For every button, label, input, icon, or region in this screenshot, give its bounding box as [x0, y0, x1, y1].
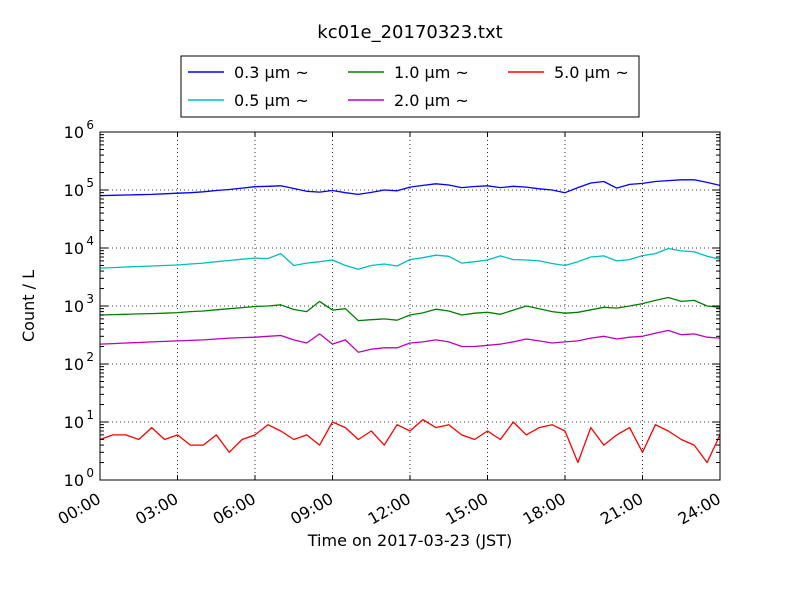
- y-tick-exponent: 4: [86, 234, 94, 248]
- x-tick-label: 18:00: [520, 489, 569, 529]
- legend-label-0: 0.3 μm ~: [234, 63, 309, 82]
- y-tick-exponent: 0: [86, 466, 94, 480]
- series-layer: [100, 179, 720, 464]
- x-tick-label: 12:00: [365, 489, 414, 529]
- y-tick-base: 10: [64, 181, 84, 200]
- y-tick-base: 10: [64, 355, 84, 374]
- series-line-3: [100, 329, 720, 353]
- x-tick-label: 21:00: [597, 489, 646, 529]
- x-tick-label: 24:00: [675, 489, 724, 529]
- x-tick-label: 15:00: [442, 489, 491, 529]
- y-tick-base: 10: [64, 413, 84, 432]
- grid-layer: [100, 132, 720, 480]
- y-tick-base: 10: [64, 239, 84, 258]
- legend: 0.3 μm ~ 1.0 μm ~ 5.0 μm ~ 0.5 μm ~ 2.0 μm ~: [180, 55, 640, 118]
- y-tick-label: 10: [64, 123, 84, 142]
- legend-label-1: 0.5 μm ~: [234, 91, 309, 110]
- y-tick-label: 10: [64, 355, 84, 374]
- legend-box: [180, 55, 640, 118]
- y-tick-exponent: 1: [86, 408, 94, 422]
- x-tick-label: 09:00: [287, 489, 336, 529]
- ticks-layer: [99, 131, 721, 481]
- y-tick-exponent: 6: [86, 118, 94, 132]
- x-tick-labels: 00:00 03:00 06:00 09:00 12:00 15:00 18:00 21:00…: [55, 489, 724, 529]
- y-tick-exponent: 2: [86, 350, 94, 364]
- y-tick-exponent: 5: [86, 176, 94, 190]
- y-tick-label: 10: [64, 413, 84, 432]
- y-tick-base: 10: [64, 471, 84, 490]
- x-axis-label: Time on 2017-03-23 (JST): [307, 531, 512, 550]
- legend-label-4: 5.0 μm ~: [554, 63, 629, 82]
- series-line-4: [100, 418, 720, 464]
- y-tick-label: 10: [64, 239, 84, 258]
- series-line-1: [100, 247, 720, 270]
- series-line-2: [100, 296, 720, 322]
- y-tick-label: 10: [64, 297, 84, 316]
- y-tick-label: 10: [64, 471, 84, 490]
- chart-title: kc01e_20170323.txt: [317, 22, 502, 43]
- series-line-0: [100, 179, 720, 197]
- legend-label-3: 2.0 μm ~: [394, 91, 469, 110]
- x-tick-label: 00:00: [55, 489, 104, 529]
- y-tick-base: 10: [64, 297, 84, 316]
- y-tick-label: 10: [64, 181, 84, 200]
- x-tick-label: 06:00: [210, 489, 259, 529]
- y-axis-label: Count / L: [19, 270, 38, 342]
- y-tick-exponent: 3: [86, 292, 94, 306]
- y-tick-base: 10: [64, 123, 84, 142]
- x-tick-label: 03:00: [132, 489, 181, 529]
- legend-label-2: 1.0 μm ~: [394, 63, 469, 82]
